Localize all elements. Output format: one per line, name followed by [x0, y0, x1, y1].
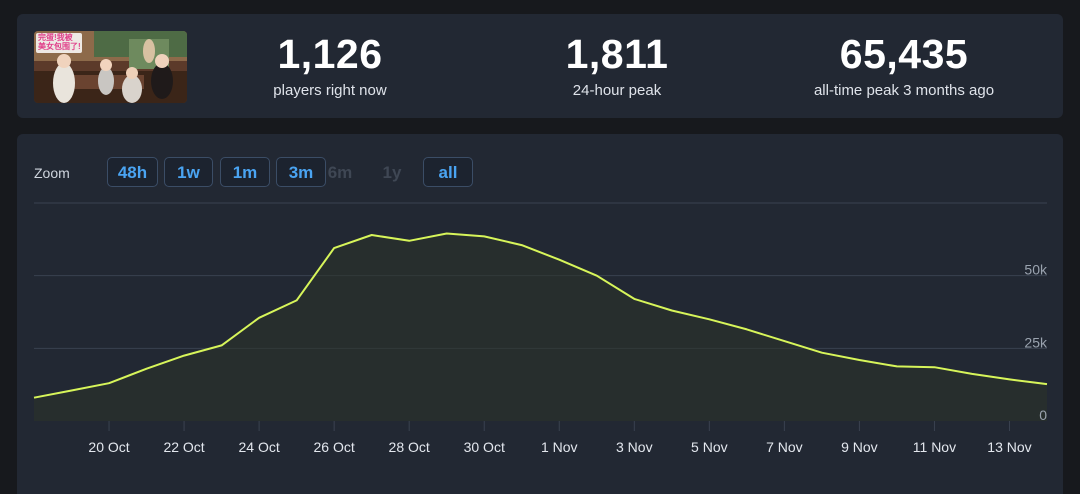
chart-series [33, 232, 1048, 421]
x-tick-label: 28 Oct [389, 439, 430, 455]
series-area [34, 233, 1047, 421]
x-tick-label: 26 Oct [314, 439, 355, 455]
zoom-1w-button[interactable]: 1w [164, 157, 213, 187]
zoom-6m-button: 6m [327, 163, 353, 182]
game-thumbnail-image [34, 31, 187, 103]
stats-card: 完蛋!我被 美女包围了! 1,126 players right now 1,8… [17, 14, 1063, 118]
x-tick-label: 9 Nov [841, 439, 878, 455]
y-axis-ticks: 0 25k 50k [1024, 262, 1048, 423]
zoom-all-button[interactable]: all [423, 157, 473, 187]
y-tick-label: 25k [1024, 334, 1048, 350]
x-tick-label: 11 Nov [913, 439, 956, 455]
zoom-1m-button[interactable]: 1m [220, 157, 270, 187]
y-tick-label: 0 [1039, 407, 1047, 423]
stat-label: all-time peak 3 months ago [813, 82, 995, 99]
zoom-3m-button[interactable]: 3m [276, 157, 326, 187]
x-tick-label: 20 Oct [88, 439, 129, 455]
x-tick-label: 3 Nov [616, 439, 653, 455]
thumbnail-caption-line: 美女包围了! [38, 42, 81, 51]
stat-value: 65,435 [839, 31, 969, 77]
chart-card: Zoom 48h 1w 1m 3m 6m 1y all 0 25k 50k 20 O… [17, 134, 1063, 494]
stat-value: 1,126 [277, 31, 383, 77]
x-axis-ticks: 20 Oct 22 Oct 24 Oct 26 Oct 28 Oct 30 Oct 1 No… [88, 421, 1032, 455]
zoom-48h-button[interactable]: 48h [107, 157, 158, 187]
stat-all-time-peak: 65,435 all-time peak 3 months ago [787, 14, 1021, 118]
x-tick-label: 5 Nov [691, 439, 728, 455]
zoom-1y-button: 1y [382, 163, 402, 182]
x-tick-label: 30 Oct [464, 439, 505, 455]
thumbnail-caption: 完蛋!我被 美女包围了! [38, 33, 84, 51]
player-count-chart[interactable]: 0 25k 50k 20 Oct 22 Oct 24 Oct 26 Oct 28 Oct 30… [17, 134, 1063, 485]
series-line [33, 232, 1048, 399]
stat-label: 24-hour peak [572, 82, 662, 99]
x-tick-label: 22 Oct [163, 439, 204, 455]
zoom-label: Zoom [34, 165, 70, 181]
x-tick-label: 24 Oct [238, 439, 279, 455]
game-thumbnail[interactable]: 完蛋!我被 美女包围了! [34, 31, 187, 103]
x-tick-label: 1 Nov [541, 439, 578, 455]
y-tick-label: 50k [1024, 262, 1048, 278]
x-tick-label: 13 Nov [987, 439, 1031, 455]
x-tick-label: 7 Nov [766, 439, 803, 455]
stat-value: 1,811 [565, 31, 669, 77]
stat-24h-peak: 1,811 24-hour peak [530, 14, 704, 118]
stat-players-now: 1,126 players right now [243, 14, 417, 118]
stat-label: players right now [273, 82, 387, 99]
thumbnail-caption-line: 完蛋!我被 [38, 33, 73, 42]
